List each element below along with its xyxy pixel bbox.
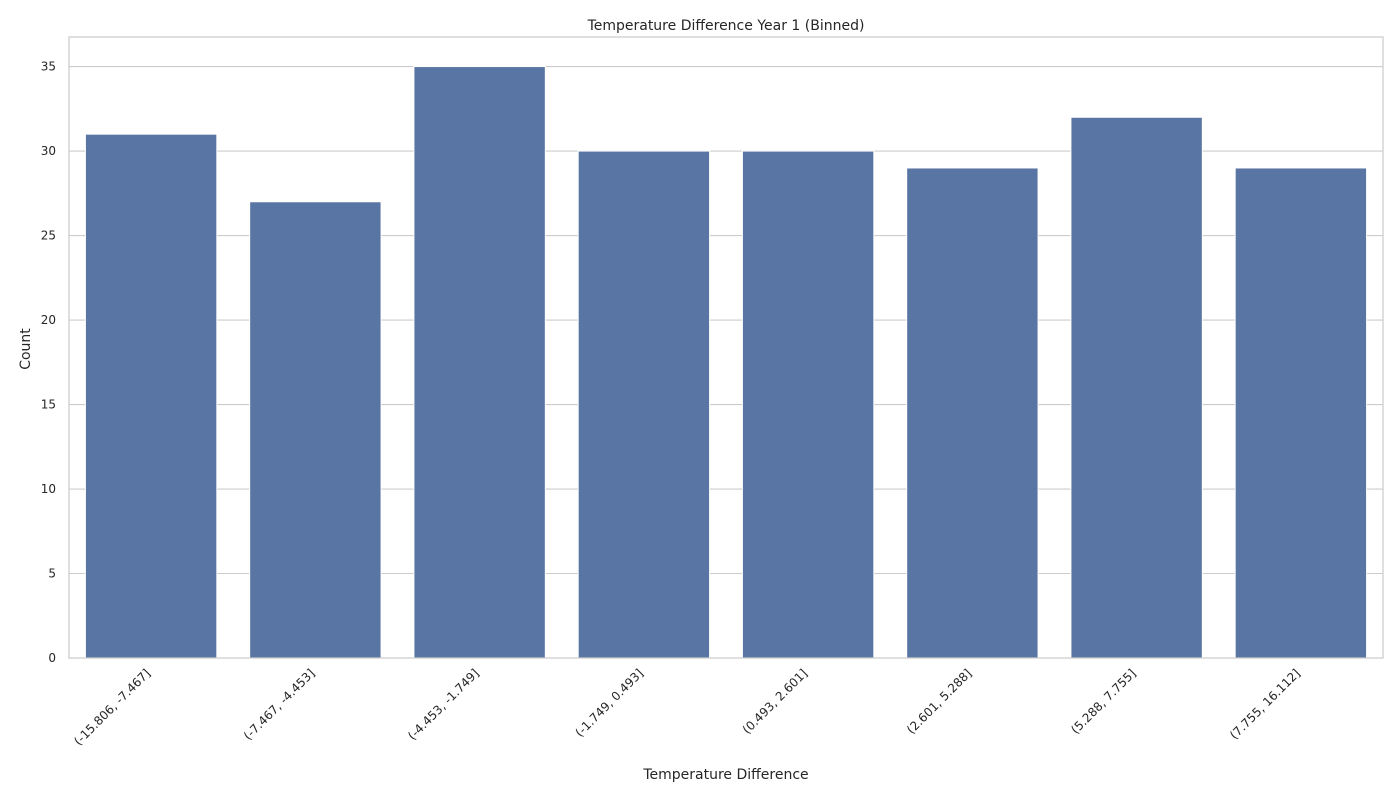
y-tick-label: 5 [48,567,56,581]
bar [577,150,711,659]
bar [84,133,218,659]
y-tick-label: 15 [41,398,56,412]
y-tick-label: 10 [41,482,56,496]
plot-frame [68,36,1384,659]
x-tick-label: (-1.749, 0.493] [572,666,646,740]
y-tick-labels: 0 5 10 15 20 25 30 35 [41,60,56,665]
x-tick-label: (0.493, 2.601] [740,666,811,737]
y-axis-label: Count [18,328,34,370]
x-tick-label: (-7.467, -4.453] [241,666,318,743]
bar [249,201,382,659]
bar [413,66,546,659]
x-axis-label: Temperature Difference [642,767,808,783]
x-tick-label: (5.288, 7.755] [1068,666,1139,737]
x-tick-labels: (-15.806, -7.467] (-7.467, -4.453] (-4.453… [71,666,1303,748]
bar [1234,167,1368,659]
x-tick-label: (-15.806, -7.467] [71,666,153,748]
bars [84,66,1368,659]
y-tick-label: 30 [41,144,56,158]
y-tick-label: 20 [41,313,56,327]
y-tick-label: 0 [48,651,56,665]
bar [906,167,1039,659]
bar [1070,116,1203,659]
y-tick-label: 25 [41,229,56,243]
bar [741,150,875,659]
x-tick-label: (7.755, 16.112] [1227,666,1303,742]
y-tick-label: 35 [41,60,56,74]
x-tick-label: (2.601, 5.288] [904,666,975,737]
chart-title: Temperature Difference Year 1 (Binned) [587,18,865,34]
x-tick-label: (-4.453, -1.749] [405,666,482,743]
